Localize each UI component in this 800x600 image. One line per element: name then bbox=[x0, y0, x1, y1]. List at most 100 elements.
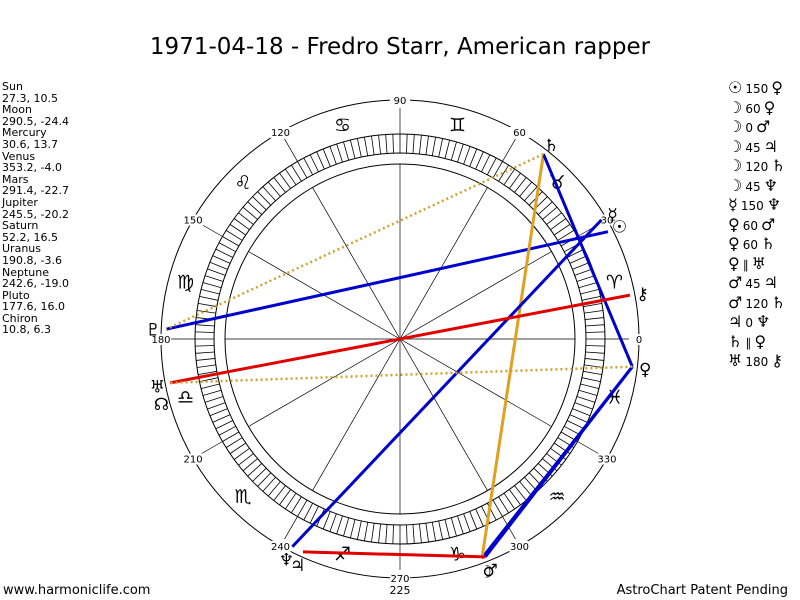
aspect-planet-2: ♆ bbox=[763, 175, 778, 195]
aspect-angle: 150 bbox=[740, 199, 764, 213]
degree-tick bbox=[509, 489, 521, 506]
degree-tick bbox=[207, 268, 226, 276]
patent-notice: AstroChart Patent Pending bbox=[616, 583, 788, 598]
degree-label-bg bbox=[270, 540, 291, 552]
degree-tick bbox=[356, 520, 362, 540]
degree-tick bbox=[542, 206, 558, 220]
degree-tick bbox=[457, 143, 464, 163]
degree-tick bbox=[406, 524, 408, 544]
aspect-planet-1: ♂ bbox=[728, 273, 743, 292]
degree-label-bg bbox=[151, 334, 171, 345]
degree-tick bbox=[585, 324, 605, 327]
degree-tick bbox=[273, 177, 286, 193]
degree-tick bbox=[385, 524, 388, 544]
degree-tick bbox=[469, 148, 478, 167]
degree-tick bbox=[195, 345, 215, 347]
degree-tick bbox=[392, 134, 394, 154]
degree-label: 180 bbox=[151, 335, 170, 346]
degree-tick bbox=[267, 181, 281, 197]
zodiac-sign-glyph: ♑ bbox=[449, 543, 466, 565]
degree-tick bbox=[204, 396, 224, 403]
degree-tick bbox=[356, 138, 362, 158]
degree-tick bbox=[419, 523, 422, 543]
aspect-angle: 0 bbox=[745, 121, 753, 135]
degree-label: 0 bbox=[636, 335, 642, 346]
degree-tick bbox=[199, 295, 219, 301]
planet-coords-pluto: 177.6, 16.0 bbox=[2, 300, 65, 314]
degree-tick bbox=[207, 402, 226, 410]
degree-tick bbox=[585, 331, 605, 333]
degree-tick bbox=[546, 212, 562, 225]
aspect-angle: 120 bbox=[745, 296, 769, 311]
aspect-angle: 45 bbox=[745, 277, 761, 291]
planet-coords-neptune: 242.6, -19.0 bbox=[2, 277, 69, 291]
degree-tick bbox=[218, 425, 236, 436]
aspect-line bbox=[169, 293, 631, 385]
degree-tick bbox=[444, 519, 450, 539]
degree-tick bbox=[303, 503, 314, 521]
sign-divider-outer bbox=[199, 223, 223, 237]
degree-tick bbox=[233, 448, 250, 460]
aspect-list: ☉ 150 ♀ ☽ 60 ♀ ☽ 0 ♂ ☽ 45 ♃ ☽ 120 ♄ ☽ 45 ♆ ☿ 150 ♆ ♀ 60 ♂ ♀ 60 ♄ ♀ ∥… bbox=[728, 78, 786, 371]
degree-label-bg bbox=[596, 214, 617, 226]
degree-tick bbox=[576, 275, 596, 282]
aspect-row: ☽ 45 ♆ bbox=[728, 176, 786, 196]
degree-tick bbox=[322, 511, 331, 530]
zodiac-sign-glyph: ♊ bbox=[449, 115, 466, 137]
degree-tick bbox=[431, 522, 436, 541]
degree-tick bbox=[309, 506, 319, 524]
planet-name-chiron: Chiron bbox=[2, 311, 38, 325]
degree-tick bbox=[257, 191, 272, 206]
degree-tick bbox=[569, 255, 588, 264]
degree-tick bbox=[450, 141, 457, 161]
aspect-planet-1: ☽ bbox=[728, 97, 743, 117]
aspect-angle: ∥ bbox=[742, 257, 749, 272]
degree-tick bbox=[336, 515, 343, 535]
degree-tick bbox=[584, 310, 604, 314]
degree-tick bbox=[336, 143, 343, 163]
aspect-planet-1: ☽ bbox=[728, 117, 743, 136]
bottom-label: 225 bbox=[390, 584, 411, 597]
planet-coords-uranus: 190.8, -3.6 bbox=[2, 253, 62, 267]
degree-label: 330 bbox=[597, 455, 616, 466]
degree-tick bbox=[519, 181, 533, 197]
website-link[interactable]: www.harmoniclife.com bbox=[3, 583, 151, 598]
degree-tick bbox=[419, 135, 422, 155]
aspect-line bbox=[302, 550, 486, 559]
aspect-angle: 180 bbox=[745, 355, 769, 369]
degree-tick bbox=[222, 431, 240, 442]
degree-tick bbox=[200, 383, 220, 389]
degree-tick bbox=[252, 467, 267, 482]
aspect-planet-1: ☽ bbox=[728, 175, 743, 195]
zodiac-sign-glyph: ♓ bbox=[606, 386, 623, 408]
aspect-planet-2: ♀ bbox=[771, 78, 783, 97]
degree-tick bbox=[285, 492, 297, 510]
degree-tick bbox=[262, 476, 276, 492]
degree-tick bbox=[438, 520, 444, 540]
sign-divider-outer bbox=[284, 138, 298, 162]
aspect-planet-2: ♂ bbox=[761, 214, 776, 234]
degree-tick bbox=[553, 224, 571, 236]
degree-tick bbox=[576, 396, 596, 403]
degree-tick bbox=[584, 317, 604, 320]
degree-tick bbox=[378, 135, 381, 155]
zodiac-sign-glyph: ♍ bbox=[177, 272, 194, 294]
degree-tick bbox=[229, 442, 247, 454]
zodiac-sign-glyph: ♏ bbox=[234, 486, 251, 508]
degree-tick bbox=[584, 364, 604, 368]
planet-glyph: ☿ bbox=[607, 205, 617, 225]
degree-tick bbox=[572, 261, 591, 270]
degree-label: 60 bbox=[513, 128, 526, 139]
degree-label: 300 bbox=[510, 542, 529, 553]
degree-tick bbox=[550, 218, 567, 230]
degree-tick bbox=[509, 172, 521, 189]
planet-glyph: ☉ bbox=[612, 218, 627, 238]
aspect-planet-2: ♄ bbox=[761, 234, 776, 253]
aspect-line bbox=[165, 152, 544, 331]
aspect-angle: ∥ bbox=[745, 335, 752, 350]
degree-label-bg bbox=[596, 453, 617, 465]
degree-tick bbox=[198, 370, 217, 375]
aspect-planet-2: ⚷ bbox=[771, 351, 783, 370]
degree-tick bbox=[242, 206, 258, 220]
